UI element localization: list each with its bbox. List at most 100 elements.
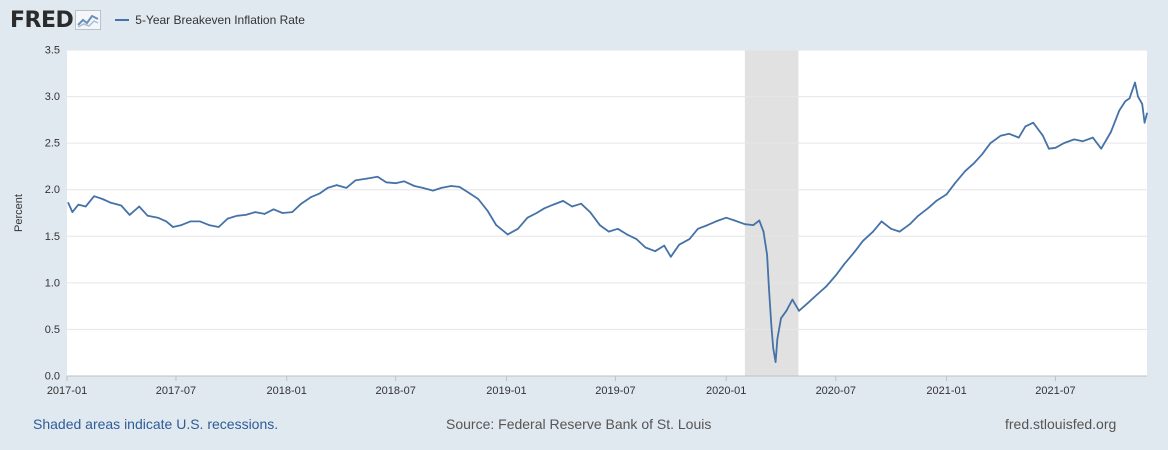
data-point bbox=[1118, 109, 1121, 112]
y-tick-label: 0.5 bbox=[45, 324, 60, 336]
data-point bbox=[354, 179, 357, 182]
data-point bbox=[972, 162, 975, 165]
data-point bbox=[120, 204, 122, 207]
data-point bbox=[157, 216, 159, 219]
data-point bbox=[326, 187, 329, 189]
x-tick-label: 2019-01 bbox=[486, 385, 526, 397]
x-tick-layer: 2017-01 2017-07 2018-01 2018-07 2019-01 2019-… bbox=[47, 376, 1076, 397]
data-point bbox=[580, 202, 582, 205]
data-point bbox=[101, 198, 104, 200]
data-point bbox=[834, 274, 837, 277]
line-chart-icon bbox=[75, 10, 102, 30]
x-tick-label: 2019-07 bbox=[595, 385, 635, 397]
data-point bbox=[806, 302, 809, 305]
data-point bbox=[791, 298, 794, 301]
data-point bbox=[552, 203, 555, 206]
data-point bbox=[644, 246, 647, 249]
data-point bbox=[1024, 125, 1027, 128]
data-point bbox=[853, 251, 856, 253]
series-line bbox=[67, 81, 1148, 363]
data-point bbox=[517, 228, 519, 230]
fred-logo-text: FRED bbox=[10, 7, 74, 33]
data-point bbox=[1128, 97, 1131, 100]
data-point bbox=[571, 205, 573, 208]
data-point bbox=[254, 211, 257, 213]
data-point bbox=[697, 228, 699, 230]
data-point bbox=[77, 203, 80, 206]
data-point bbox=[366, 177, 369, 180]
data-point bbox=[468, 192, 471, 195]
site-url: fred.stlouisfed.org bbox=[1005, 416, 1117, 432]
data-point bbox=[744, 223, 746, 225]
data-point bbox=[945, 193, 948, 196]
data-point bbox=[394, 182, 397, 184]
data-point bbox=[263, 213, 266, 215]
data-point bbox=[244, 214, 247, 216]
data-point bbox=[964, 170, 966, 172]
data-point bbox=[780, 317, 782, 320]
data-point bbox=[758, 219, 761, 222]
x-tick-label: 2021-07 bbox=[1035, 385, 1075, 397]
data-point bbox=[898, 230, 901, 233]
line-chart: 0.00.51.01.52.02.53.03.5 2017-01 2017-07 2… bbox=[13, 45, 1148, 397]
data-point bbox=[172, 226, 174, 228]
data-point bbox=[981, 153, 983, 156]
data-point bbox=[654, 250, 656, 252]
data-point bbox=[917, 214, 920, 217]
data-point bbox=[281, 212, 284, 214]
point-layer bbox=[67, 81, 1148, 363]
data-point bbox=[752, 224, 755, 226]
data-point bbox=[770, 323, 773, 326]
data-point bbox=[543, 207, 546, 210]
data-point bbox=[1143, 121, 1146, 124]
data-point bbox=[1081, 140, 1084, 143]
data-point bbox=[146, 214, 149, 217]
data-point bbox=[1008, 133, 1010, 135]
fred-logo[interactable]: FRED bbox=[10, 7, 102, 33]
data-point bbox=[477, 198, 479, 200]
data-point bbox=[772, 347, 774, 349]
data-point bbox=[1042, 134, 1044, 137]
data-point bbox=[1137, 95, 1139, 98]
data-point bbox=[71, 211, 74, 213]
data-point bbox=[93, 195, 95, 198]
data-point bbox=[762, 230, 765, 233]
y-tick-layer: 0.0 0.5 1.0 1.5 2.0 2.5 3.0 3.5 bbox=[45, 45, 60, 383]
source-text: Source: Federal Reserve Bank of St. Loui… bbox=[446, 416, 712, 432]
data-point bbox=[421, 187, 424, 189]
x-tick-label: 2017-07 bbox=[156, 385, 196, 397]
data-point bbox=[725, 216, 727, 219]
data-point bbox=[733, 219, 736, 222]
data-point bbox=[1092, 136, 1094, 139]
data-point bbox=[345, 187, 348, 189]
data-point bbox=[319, 192, 321, 195]
data-point bbox=[816, 293, 819, 295]
data-point bbox=[635, 238, 638, 240]
data-point bbox=[432, 189, 434, 192]
data-point bbox=[670, 255, 672, 258]
chart-legend: 5-Year Breakeven Inflation Rate bbox=[115, 13, 305, 27]
data-point bbox=[84, 205, 87, 208]
data-point bbox=[774, 361, 777, 363]
y-tick-label: 3.5 bbox=[45, 45, 60, 57]
data-point bbox=[785, 310, 788, 312]
data-point bbox=[110, 201, 112, 204]
data-point bbox=[872, 230, 874, 233]
data-point bbox=[798, 310, 800, 312]
data-point bbox=[450, 185, 452, 187]
data-point bbox=[1146, 112, 1148, 115]
data-point bbox=[1017, 136, 1020, 139]
data-point bbox=[291, 211, 293, 213]
data-point bbox=[272, 208, 275, 211]
plot-area bbox=[67, 50, 1147, 376]
data-point bbox=[1073, 138, 1075, 141]
data-point bbox=[189, 220, 192, 223]
data-point bbox=[598, 224, 601, 226]
data-point bbox=[954, 182, 956, 184]
recession-note-link[interactable]: Shaded areas indicate U.S. recessions. bbox=[33, 416, 279, 432]
data-point bbox=[715, 220, 717, 223]
data-point bbox=[562, 200, 564, 202]
data-point bbox=[458, 186, 461, 188]
data-point bbox=[300, 202, 302, 205]
data-point bbox=[1032, 121, 1035, 124]
